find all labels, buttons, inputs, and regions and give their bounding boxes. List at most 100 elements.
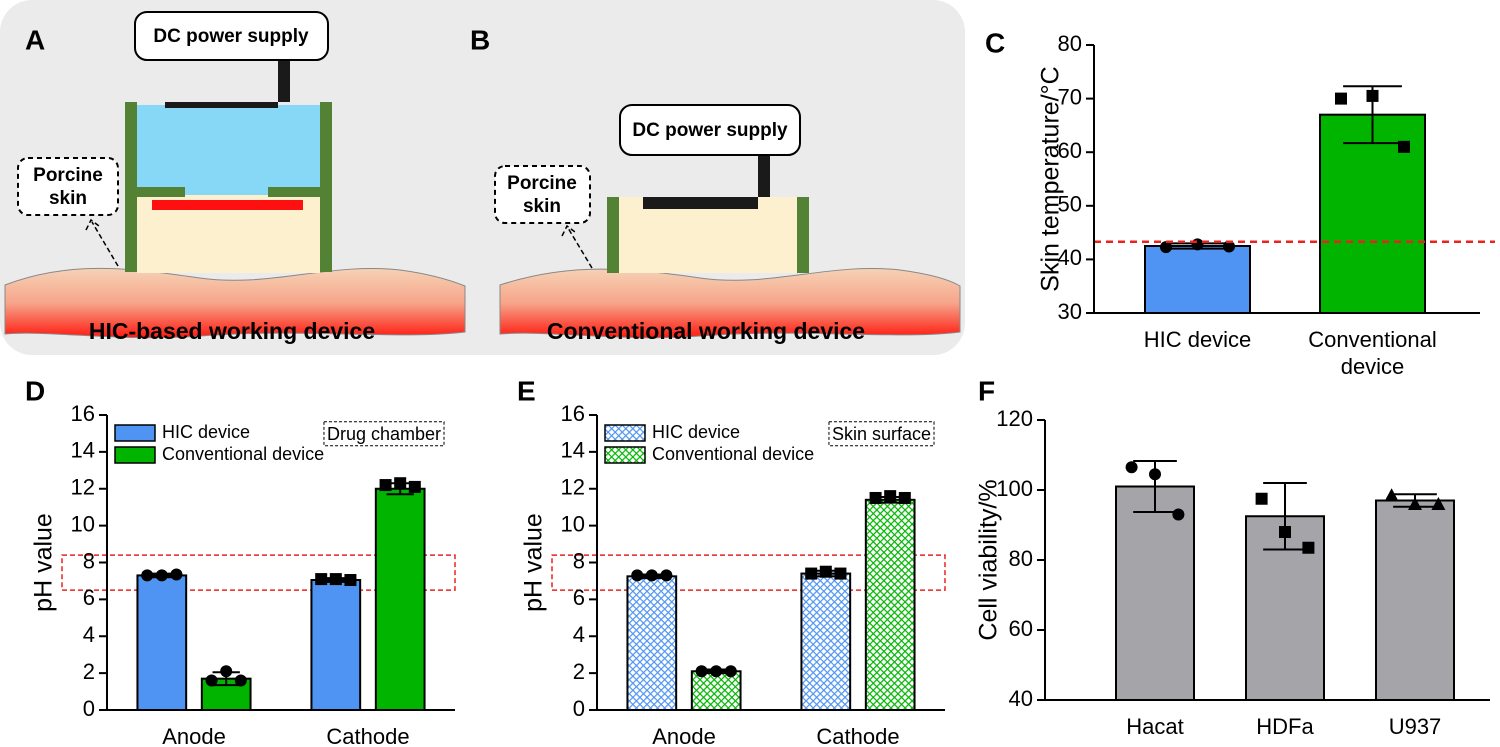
data-point bbox=[155, 569, 168, 582]
skin-label: Porcine bbox=[33, 165, 103, 186]
skin-callout bbox=[494, 165, 591, 224]
data-point bbox=[1408, 497, 1422, 510]
annotation: Skin surface bbox=[832, 424, 931, 444]
wall bbox=[607, 197, 619, 273]
panel-label: F bbox=[978, 375, 995, 406]
y-tick-label: 70 bbox=[1058, 84, 1082, 109]
wall bbox=[125, 102, 137, 272]
y-tick-label: 40 bbox=[1058, 245, 1082, 270]
x-tick-label: Cathode bbox=[326, 724, 409, 747]
panel-label: E bbox=[517, 375, 536, 406]
skin-label: skin bbox=[523, 196, 561, 217]
panel-label: B bbox=[470, 24, 490, 55]
data-point bbox=[695, 665, 708, 678]
data-point bbox=[1223, 240, 1235, 253]
panel-label: C bbox=[985, 27, 1005, 58]
data-point bbox=[1302, 541, 1315, 554]
bar bbox=[1144, 245, 1251, 314]
power-label: DC power supply bbox=[153, 26, 309, 47]
data-point bbox=[379, 479, 392, 492]
y-tick-label: 8 bbox=[83, 548, 95, 573]
data-point bbox=[884, 490, 897, 503]
data-point bbox=[1335, 92, 1347, 105]
data-point bbox=[220, 665, 233, 678]
data-point bbox=[1149, 468, 1161, 481]
y-tick-label: 60 bbox=[1058, 138, 1082, 163]
legend-label: HIC device bbox=[162, 422, 250, 442]
electrode bbox=[643, 155, 770, 209]
membrane bbox=[152, 200, 303, 210]
annotation-box bbox=[323, 421, 445, 447]
data-point bbox=[660, 569, 673, 582]
y-axis-label: pH value bbox=[30, 513, 58, 612]
electrode bbox=[165, 60, 290, 108]
data-point bbox=[1431, 497, 1446, 510]
data-point bbox=[408, 480, 421, 493]
data-point bbox=[1125, 461, 1138, 474]
x-tick-label: U937 bbox=[1389, 714, 1442, 739]
x-tick-label: Cathode bbox=[816, 724, 899, 747]
y-axis-label: Skin temperature/°C bbox=[1037, 66, 1065, 291]
legend-swatch bbox=[604, 446, 646, 464]
y-tick-label: 0 bbox=[83, 696, 95, 721]
data-point bbox=[344, 574, 357, 587]
y-tick-label: 80 bbox=[1058, 31, 1082, 56]
data-point bbox=[1398, 140, 1410, 153]
x-tick-label: Hacat bbox=[1126, 714, 1183, 739]
bar bbox=[690, 670, 742, 711]
legend-label: Conventional device bbox=[162, 444, 324, 464]
data-point bbox=[834, 567, 847, 580]
data-point bbox=[869, 491, 882, 504]
y-tick-label: 12 bbox=[561, 475, 585, 500]
y-tick-label: 10 bbox=[561, 511, 585, 536]
data-point bbox=[234, 674, 247, 687]
bar bbox=[626, 575, 678, 711]
y-tick-label: 40 bbox=[1009, 686, 1033, 711]
data-point bbox=[724, 665, 737, 678]
y-tick-label: 12 bbox=[71, 475, 95, 500]
bar bbox=[1115, 485, 1195, 701]
skin bbox=[4, 267, 466, 339]
skin-label: skin bbox=[49, 188, 87, 209]
ledge bbox=[268, 187, 320, 197]
data-point bbox=[645, 569, 658, 582]
data-point bbox=[1191, 238, 1204, 251]
diagram-panel: A DC power supply Porcine skin HIC-based… bbox=[0, 0, 965, 355]
y-tick-label: 4 bbox=[83, 622, 95, 647]
data-point bbox=[805, 567, 818, 580]
data-point bbox=[1172, 508, 1185, 521]
y-tick-label: 0 bbox=[573, 696, 585, 721]
y-tick-label: 14 bbox=[71, 438, 95, 463]
data-point bbox=[141, 569, 154, 582]
x-tick-label: Conventional device bbox=[1308, 327, 1436, 379]
skin-label: Porcine bbox=[507, 173, 577, 194]
legend-swatch bbox=[114, 424, 156, 442]
bar bbox=[136, 574, 188, 711]
legend-swatch bbox=[604, 424, 646, 442]
y-tick-label: 8 bbox=[573, 548, 585, 573]
power-label: DC power supply bbox=[632, 120, 788, 141]
data-point bbox=[819, 565, 832, 578]
data-point bbox=[205, 674, 218, 687]
drug-chamber bbox=[137, 105, 320, 195]
annotation: Drug chamber bbox=[327, 424, 441, 444]
y-tick-label: 100 bbox=[996, 476, 1033, 501]
caption: HIC-based working device bbox=[89, 318, 375, 344]
wall bbox=[320, 102, 332, 272]
y-axis-label: pH value bbox=[520, 513, 548, 612]
y-tick-label: 30 bbox=[1058, 299, 1082, 324]
y-tick-label: 6 bbox=[83, 585, 95, 610]
power-box bbox=[619, 104, 801, 156]
skin bbox=[499, 267, 961, 339]
y-axis-label: Cell viability/% bbox=[975, 479, 1003, 640]
x-tick-label: HIC device bbox=[1144, 327, 1252, 352]
range-box bbox=[61, 554, 456, 591]
bar bbox=[374, 487, 426, 711]
data-point bbox=[329, 573, 342, 586]
x-tick-label: Anode bbox=[652, 724, 716, 747]
legend-swatch bbox=[114, 446, 156, 464]
arrow bbox=[85, 218, 119, 267]
y-tick-label: 50 bbox=[1058, 192, 1082, 217]
ledge bbox=[137, 187, 185, 197]
y-tick-label: 14 bbox=[561, 438, 585, 463]
